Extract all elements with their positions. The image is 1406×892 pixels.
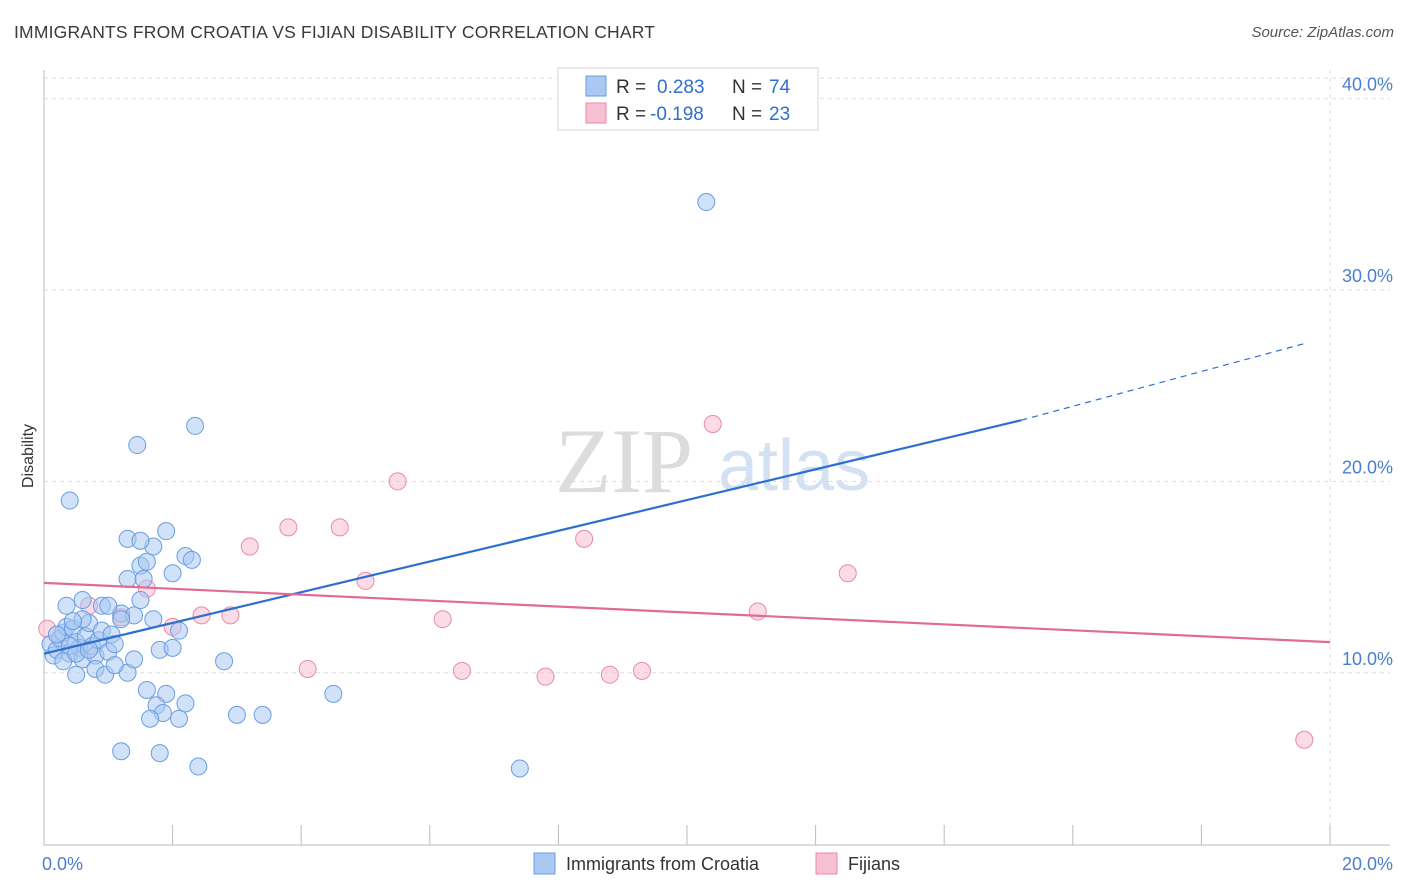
point-croatia-52 [131,531,150,550]
source-credit: Source: ZipAtlas.com [1251,24,1394,41]
point-croatia-73 [324,684,343,703]
y-tick-label-3: 30.0% [1342,266,1393,286]
trend-line-croatia [43,419,1022,655]
point-fijians-22 [838,564,857,583]
point-fijians-17 [575,529,594,548]
point-croatia-32 [67,665,86,684]
axis-layer [43,70,1390,846]
point-croatia-46 [134,570,153,589]
trend-line-croatia-extension [1021,343,1305,421]
point-croatia-20 [105,635,124,654]
point-croatia-43 [118,570,137,589]
point-croatia-66 [227,705,246,724]
point-croatia-47 [163,564,182,583]
chart-title: IMMIGRANTS FROM CROATIA VS FIJIAN DISABI… [14,22,656,42]
legend-swatch-blue [585,75,607,97]
point-croatia-45 [137,552,156,571]
point-fijians-16 [536,667,555,686]
point-croatia-59 [215,652,234,671]
series-legend-label-croatia: Immigrants from Croatia [566,854,760,874]
point-croatia-42 [170,621,189,640]
x-tick-label-2: 20.0% [1342,854,1393,874]
point-croatia-39 [112,610,131,629]
watermark-zip: ZIP [555,410,693,512]
y-axis-title: Disability [20,424,37,488]
point-croatia-75 [697,193,716,212]
point-croatia-58 [163,638,182,657]
legend-n-label-2: N = [732,104,762,125]
point-croatia-26 [80,640,99,659]
tick-label-layer: 10.0% 20.0% 30.0% 40.0% 0.0% 20.0% [42,75,1393,874]
series-legend-swatch-fijians [815,852,838,875]
y-tick-label-2: 20.0% [1342,457,1393,477]
legend-n-value-1: 74 [769,77,791,98]
point-croatia-37 [99,596,118,615]
trend-line-fijians [43,581,1331,644]
point-croatia-65 [170,709,189,728]
point-fijians-8 [240,537,259,556]
y-tick-label-1: 10.0% [1342,649,1393,669]
legend-r-value-1: 0.283 [657,77,705,98]
point-croatia-28 [63,612,82,631]
point-croatia-74 [510,759,529,778]
point-croatia-21 [47,625,66,644]
series-legend: Immigrants from Croatia Fijians [533,852,900,875]
point-croatia-53 [157,522,176,541]
correlation-legend: R = 0.283 N = 74 R = -0.198 N = 23 [557,67,819,131]
point-croatia-63 [176,694,195,713]
grid-layer [44,70,1390,845]
legend-r-label-1: R = [616,77,646,98]
legend-r-label-2: R = [616,104,646,125]
point-croatia-67 [253,705,272,724]
legend-n-label-1: N = [732,77,762,98]
point-croatia-70 [112,742,131,761]
point-fijians-20 [703,415,722,434]
legend-swatch-pink [585,102,607,124]
point-croatia-69 [125,650,144,669]
point-croatia-36 [73,591,92,610]
point-croatia-35 [137,681,156,699]
series-legend-label-fijians: Fijians [848,854,900,874]
point-fijians-11 [330,518,349,537]
legend-n-value-2: 23 [769,104,790,125]
point-croatia-72 [189,757,208,776]
point-croatia-54 [60,491,79,510]
point-fijians-23 [1295,730,1314,749]
y-tick-label-4: 40.0% [1342,75,1393,95]
point-croatia-56 [186,416,205,435]
point-croatia-64 [141,709,160,728]
points-layer [38,193,1314,778]
point-croatia-68 [105,656,124,675]
point-fijians-21 [748,602,767,621]
watermark-atlas: atlas [718,426,870,506]
point-croatia-55 [128,436,147,455]
legend-r-value-2: -0.198 [650,104,704,125]
point-croatia-40 [131,591,150,610]
point-croatia-49 [182,550,201,569]
point-fijians-15 [452,661,471,680]
point-fijians-13 [388,472,407,491]
point-croatia-60 [157,684,176,703]
series-legend-swatch-croatia [533,852,556,875]
point-croatia-71 [150,744,169,763]
trend-layer [43,343,1331,655]
point-fijians-19 [632,661,651,680]
point-fijians-18 [600,665,619,684]
point-fijians-14 [433,610,452,629]
x-tick-label-1: 0.0% [42,854,83,874]
point-fijians-9 [279,518,298,537]
point-fijians-10 [298,659,317,678]
point-croatia-27 [57,596,76,615]
